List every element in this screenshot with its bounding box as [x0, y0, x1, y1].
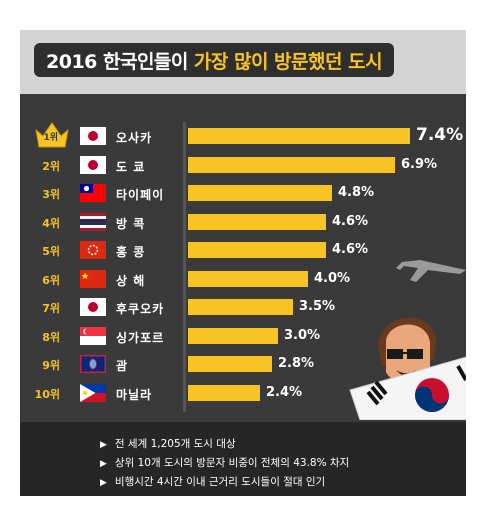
- bar: [188, 213, 326, 230]
- note-item: ▶ 비행시간 4시간 이내 근거리 도시들이 절대 인기: [100, 476, 326, 488]
- value-label: 2.8%: [278, 356, 315, 371]
- city-label: 싱가포르: [116, 330, 165, 345]
- city-label: 방 콕: [116, 216, 146, 231]
- taiwan-flag-icon: [80, 184, 106, 202]
- city-label: 홍 콩: [116, 245, 146, 259]
- japan-flag-icon: [80, 298, 106, 316]
- rank-label: 2위: [42, 159, 60, 173]
- value-label: 6.9%: [401, 156, 438, 172]
- chart-title: 2016 한국인들이 가장 많이 방문했던 도시: [34, 43, 395, 77]
- bar: [188, 242, 326, 258]
- rank-label: 4위: [42, 216, 60, 230]
- airplane-icon: [396, 260, 466, 282]
- bar: [188, 185, 332, 201]
- city-label: 타이페이: [116, 188, 165, 202]
- city-label: 오사카: [116, 131, 153, 145]
- note-item: ▶ 상위 10개 도시의 방문자 비중이 전체의 43.8% 차지: [100, 457, 350, 469]
- bar: [188, 128, 410, 144]
- bar: [188, 327, 278, 344]
- value-label: 4.6%: [332, 213, 369, 229]
- value-label: 4.6%: [332, 242, 369, 257]
- city-label: 후쿠오카: [116, 302, 165, 316]
- bar: [188, 270, 308, 287]
- note-item: ▶ 전 세계 1,205개 도시 대상: [100, 438, 236, 450]
- value-label: 3.0%: [284, 327, 321, 343]
- chart-axis-line: [183, 122, 186, 412]
- city-label: 마닐라: [116, 387, 153, 402]
- city-label: 도 쿄: [116, 159, 146, 174]
- rank-label: 6위: [42, 273, 60, 287]
- city-label: 괌: [116, 359, 129, 373]
- japan-flag-icon: [80, 127, 106, 145]
- chart-title-prefix: 2016 한국인들이: [46, 50, 188, 73]
- japan-flag-icon: [80, 155, 106, 174]
- value-label: 4.8%: [338, 185, 375, 200]
- rank-label: 9위: [42, 359, 60, 372]
- bar: [188, 356, 272, 372]
- title-band: 2016 한국인들이 가장 많이 방문했던 도시: [20, 30, 466, 94]
- value-label: 4.0%: [314, 270, 351, 286]
- guam-flag-icon: [80, 355, 106, 373]
- city-label: 상 해: [116, 273, 146, 288]
- value-label: 7.4%: [416, 125, 464, 145]
- traveler-illustration: [349, 260, 466, 420]
- chart-title-highlight: 가장 많이 방문했던 도시: [193, 50, 383, 73]
- rank-label: 10위: [34, 387, 60, 401]
- philippines-flag-icon: [80, 383, 106, 402]
- rank-label: 1위: [43, 133, 58, 143]
- rank-label: 3위: [42, 188, 60, 201]
- notes-panel: ▶ 전 세계 1,205개 도시 대상 ▶ 상위 10개 도시의 방문자 비중이 전…: [20, 422, 466, 496]
- value-label: 3.5%: [299, 299, 336, 314]
- singapore-flag-icon: [80, 326, 106, 345]
- hong-kong-flag-icon: [80, 241, 106, 259]
- value-label: 2.4%: [266, 384, 303, 400]
- bar: [188, 384, 260, 401]
- bar: [188, 156, 395, 173]
- infographic-card: 2016 한국인들이 가장 많이 방문했던 도시 1위 오사카 7.4% 2위 도 쿄 6…: [20, 30, 466, 496]
- crown-icon: [35, 122, 69, 148]
- thailand-flag-icon: [80, 212, 106, 231]
- rank-label: 8위: [42, 330, 60, 344]
- rank-label: 5위: [42, 245, 60, 258]
- bar: [188, 299, 293, 315]
- rank-label: 7위: [42, 302, 60, 315]
- china-flag-icon: [80, 269, 106, 288]
